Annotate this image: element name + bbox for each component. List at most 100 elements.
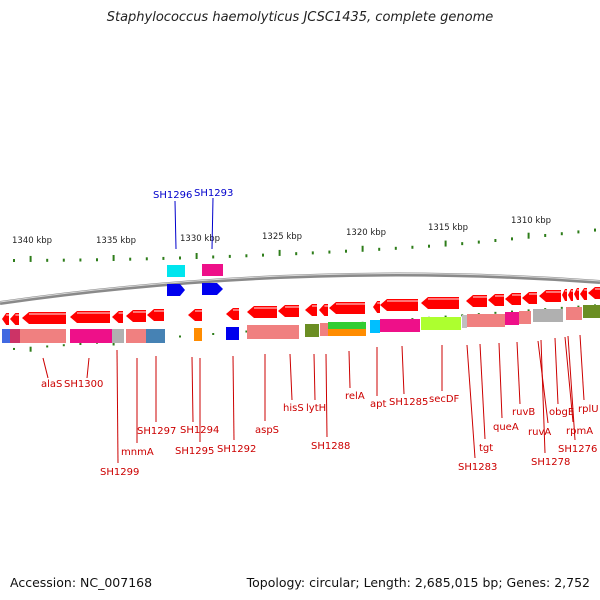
feature-box[interactable] — [505, 312, 519, 325]
leader-line — [579, 334, 585, 401]
gene-arrow — [70, 311, 110, 323]
feature-box-sh1296[interactable] — [167, 265, 185, 277]
gene-arrow — [188, 309, 202, 321]
feature-box[interactable] — [566, 307, 582, 320]
leader-line — [325, 353, 328, 438]
feature-box[interactable] — [467, 314, 505, 327]
accession-text: Accession: NC_007168 — [10, 575, 153, 590]
feature-box[interactable] — [247, 325, 299, 339]
gene-arrow — [373, 301, 380, 313]
scale-label-1310: 1310 kbp — [511, 216, 551, 226]
feature-box[interactable] — [462, 315, 467, 328]
leader-line — [466, 344, 476, 459]
gene-label-rplu[interactable]: rplU — [578, 404, 599, 415]
gene-label-secdf[interactable]: secDF — [429, 394, 460, 405]
leader-line-sh1296 — [174, 200, 177, 250]
bottom-gene-labels: alaS SH1300 SH1299 mnmA SH1297 SH1294 SH… — [41, 379, 599, 478]
feature-box[interactable] — [10, 329, 20, 343]
gene-label-sh1288[interactable]: SH1288 — [311, 441, 350, 452]
feature-box[interactable] — [2, 329, 10, 343]
gene-label-sh1292[interactable]: SH1292 — [217, 444, 256, 455]
gene-arrow — [466, 295, 487, 307]
feature-box[interactable] — [380, 319, 420, 332]
feature-box[interactable] — [146, 329, 165, 343]
gene-label-sh1296[interactable]: SH1296 — [153, 190, 192, 201]
gene-label-ruva[interactable]: ruvA — [528, 427, 551, 438]
feature-box[interactable] — [320, 323, 328, 336]
gene-label-sh1278[interactable]: SH1278 — [531, 457, 570, 468]
leader-line — [289, 353, 293, 401]
gene-label-lyth[interactable]: lytH — [306, 403, 326, 414]
feature-box[interactable] — [20, 329, 66, 343]
feature-box[interactable] — [421, 317, 461, 330]
feature-box[interactable] — [226, 327, 239, 340]
genome-backbone — [0, 272, 600, 305]
leader-line — [564, 336, 574, 423]
gene-label-tgt[interactable]: tgt — [479, 443, 493, 454]
gene-arrow-sh1296[interactable] — [167, 284, 185, 296]
leader-line-sh1293 — [211, 197, 214, 250]
genome-backbone-highlight — [0, 273, 600, 303]
gene-label-ruvb[interactable]: ruvB — [512, 407, 535, 418]
top-gene-labels: SH1296 SH1293 — [153, 188, 233, 201]
gene-arrow — [22, 312, 66, 324]
gene-label-sh1297[interactable]: SH1297 — [137, 426, 176, 437]
gene-arrow — [278, 305, 299, 317]
feature-box[interactable] — [112, 329, 124, 343]
gene-arrow — [505, 293, 521, 305]
gene-label-sh1293[interactable]: SH1293 — [194, 188, 233, 199]
gene-label-sh1294[interactable]: SH1294 — [180, 425, 219, 436]
feature-box[interactable] — [126, 329, 146, 343]
gene-arrow — [147, 309, 164, 321]
gene-label-quea[interactable]: queA — [493, 422, 519, 433]
leader-line — [554, 337, 559, 405]
feature-box[interactable] — [519, 311, 531, 324]
leader-line — [42, 357, 49, 379]
gene-label-mnma[interactable]: mnmA — [121, 447, 154, 458]
gene-label-rela[interactable]: relA — [345, 391, 365, 402]
gene-label-rpma[interactable]: rpmA — [566, 426, 593, 437]
gene-arrow — [488, 294, 504, 306]
leader-line — [401, 345, 405, 395]
leader-line — [191, 356, 194, 423]
feature-box[interactable] — [328, 322, 366, 329]
genome-summary-text: Topology: circular; Length: 2,685,015 bp… — [246, 575, 590, 590]
gene-label-asps[interactable]: aspS — [255, 425, 279, 436]
feature-box-sh1293[interactable] — [202, 264, 223, 276]
gene-arrow — [319, 304, 328, 316]
gene-arrow — [522, 292, 537, 304]
gene-arrow-sh1293[interactable] — [202, 283, 223, 295]
feature-box[interactable] — [328, 329, 366, 336]
gene-label-obge[interactable]: obgE — [549, 407, 574, 418]
feature-box[interactable] — [370, 320, 380, 333]
gene-arrow — [539, 290, 561, 302]
gene-label-hiss[interactable]: hisS — [283, 403, 304, 414]
gene-label-sh1283[interactable]: SH1283 — [458, 462, 497, 473]
genome-title: Staphylococcus haemolyticus JCSC1435, co… — [106, 10, 494, 25]
gene-label-sh1299[interactable]: SH1299 — [100, 467, 139, 478]
feature-box[interactable] — [194, 328, 202, 341]
gene-arrow — [380, 299, 418, 311]
feature-box[interactable] — [583, 305, 600, 318]
feature-box[interactable] — [305, 324, 319, 337]
gene-label-sh1295[interactable]: SH1295 — [175, 446, 214, 457]
feature-box[interactable] — [533, 309, 563, 322]
gene-arrow — [580, 288, 587, 300]
bottom-strand-gene-arrows — [2, 287, 600, 325]
gene-label-sh1276[interactable]: SH1276 — [558, 444, 597, 455]
bottom-leader-lines — [42, 334, 585, 464]
feature-box[interactable] — [70, 329, 112, 343]
gene-label-alas[interactable]: alaS — [41, 379, 62, 390]
leader-line — [567, 335, 576, 441]
gene-arrow — [305, 304, 317, 316]
gene-label-sh1300[interactable]: SH1300 — [64, 379, 103, 390]
gene-arrow — [126, 310, 146, 322]
gene-arrow — [247, 306, 277, 318]
gene-label-apt[interactable]: apt — [370, 399, 386, 410]
gene-label-sh1285[interactable]: SH1285 — [389, 397, 428, 408]
gene-arrow — [2, 313, 9, 325]
leader-line — [348, 350, 351, 389]
gene-arrow — [574, 288, 579, 300]
